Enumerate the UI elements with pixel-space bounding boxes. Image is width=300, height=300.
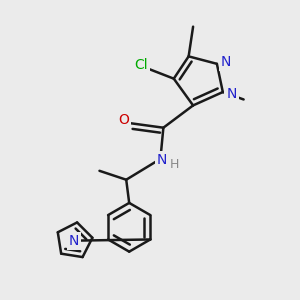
Text: N: N (220, 55, 231, 69)
Text: O: O (118, 113, 129, 127)
Text: N: N (69, 234, 80, 248)
Text: N: N (226, 86, 237, 100)
Text: H: H (170, 158, 179, 171)
Text: Cl: Cl (134, 58, 148, 72)
Text: N: N (157, 153, 167, 167)
